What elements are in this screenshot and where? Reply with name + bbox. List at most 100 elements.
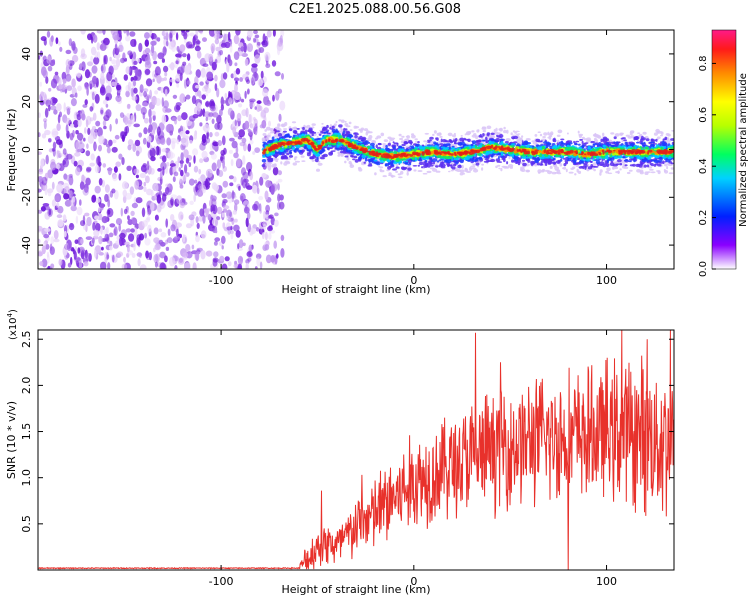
noise-speckle <box>195 84 200 89</box>
trace-point <box>606 159 610 164</box>
trace-point <box>481 167 484 171</box>
trace-point <box>373 159 378 162</box>
trace-point <box>587 146 591 150</box>
noise-speckle <box>98 135 105 145</box>
trace-point <box>314 152 320 156</box>
trace-point <box>523 156 526 159</box>
noise-speckle <box>92 34 98 43</box>
noise-speckle <box>195 69 201 78</box>
trace-point <box>412 165 418 167</box>
noise-speckle <box>240 46 245 52</box>
trace-point <box>592 133 597 137</box>
noise-speckle <box>195 40 201 45</box>
noise-speckle <box>133 197 137 204</box>
trace-point <box>328 132 331 135</box>
noise-speckle <box>45 154 49 165</box>
noise-speckle <box>145 175 150 184</box>
noise-speckle <box>201 94 206 100</box>
noise-speckle <box>63 102 66 112</box>
trace-point <box>599 172 602 176</box>
trace-point <box>261 159 267 163</box>
trace-point <box>548 137 552 140</box>
noise-speckle <box>50 236 55 245</box>
noise-speckle <box>169 32 173 42</box>
trace-point <box>519 137 522 141</box>
noise-speckle <box>106 254 110 259</box>
noise-speckle <box>84 127 87 134</box>
noise-speckle <box>215 188 219 193</box>
noise-speckle <box>185 157 190 164</box>
noise-speckle <box>212 258 218 267</box>
trace-point <box>470 165 476 168</box>
noise-speckle <box>183 31 188 40</box>
trace-point <box>664 163 668 167</box>
noise-speckle <box>211 162 217 172</box>
noise-speckle <box>118 223 121 232</box>
trace-point <box>514 131 518 134</box>
noise-speckle <box>131 253 136 258</box>
noise-speckle <box>53 109 58 115</box>
trace-point <box>350 154 354 158</box>
trace-point <box>294 130 298 135</box>
trace-point <box>587 166 593 170</box>
noise-speckle <box>143 181 147 187</box>
noise-speckle <box>58 84 63 90</box>
noise-speckle <box>211 218 218 227</box>
noise-speckle <box>221 212 225 218</box>
noise-speckle <box>152 78 155 83</box>
noise-speckle <box>228 97 233 105</box>
noise-speckle <box>51 199 57 207</box>
noise-speckle <box>38 176 43 183</box>
noise-speckle <box>220 156 224 161</box>
noise-speckle <box>164 108 172 113</box>
noise-speckle <box>168 63 175 69</box>
trace-point <box>342 150 346 154</box>
noise-speckle <box>90 153 95 161</box>
noise-speckle <box>75 167 81 176</box>
trace-point <box>483 160 489 163</box>
noise-speckle <box>44 172 49 182</box>
noise-speckle <box>169 166 174 176</box>
noise-speckle <box>62 78 67 84</box>
noise-speckle <box>163 100 169 109</box>
noise-speckle <box>180 214 184 220</box>
noise-speckle <box>245 76 250 83</box>
trace-point <box>464 138 469 141</box>
trace-point <box>580 166 585 168</box>
noise-speckle <box>45 99 52 107</box>
noise-speckle <box>181 112 188 121</box>
trace-point <box>261 137 266 141</box>
noise-speckle <box>69 132 74 141</box>
trace-point <box>599 164 603 167</box>
trace-point <box>404 148 410 153</box>
noise-speckle <box>227 261 232 267</box>
noise-speckle <box>236 157 241 168</box>
noise-speckle <box>75 130 79 135</box>
noise-speckle <box>144 32 150 39</box>
trace-point <box>472 140 477 145</box>
trace-point <box>542 136 546 138</box>
noise-speckle <box>87 134 94 144</box>
trace-point <box>605 138 610 142</box>
trace-point <box>398 133 402 137</box>
noise-speckle <box>165 218 168 228</box>
noise-speckle <box>121 263 128 269</box>
noise-speckle <box>42 55 47 62</box>
trace-point <box>582 162 588 165</box>
trace-point <box>661 141 666 145</box>
trace-point <box>593 168 596 172</box>
trace-point <box>541 168 546 172</box>
trace-point <box>579 138 583 141</box>
trace-point <box>590 140 595 144</box>
noise-speckle <box>252 37 257 43</box>
trace-point <box>649 141 655 144</box>
noise-speckle <box>96 42 101 51</box>
noise-speckle <box>86 216 92 227</box>
noise-speckle <box>222 222 226 229</box>
noise-speckle <box>83 137 86 142</box>
noise-speckle <box>115 161 121 167</box>
noise-speckle <box>150 156 156 162</box>
trace-point <box>613 156 618 159</box>
noise-speckle <box>87 33 93 41</box>
noise-speckle <box>38 225 43 232</box>
